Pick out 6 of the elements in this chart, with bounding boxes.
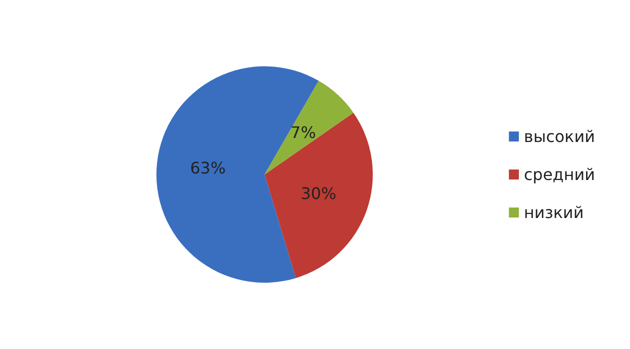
legend-label: низкий [524, 203, 584, 222]
legend-label: высокий [524, 127, 595, 146]
data-label: 63% [190, 158, 226, 178]
legend-label: средний [524, 165, 596, 184]
data-label: 30% [300, 184, 336, 203]
data-label: 7% [290, 122, 316, 142]
